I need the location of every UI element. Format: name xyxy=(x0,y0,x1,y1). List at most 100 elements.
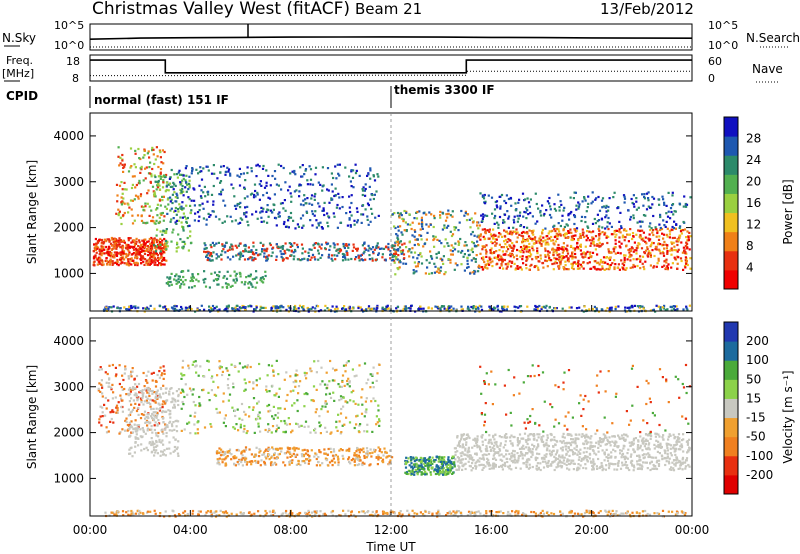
echo-cell xyxy=(116,306,119,310)
echo-cell xyxy=(290,200,293,203)
echo-cell xyxy=(214,278,217,281)
echo-cell xyxy=(583,197,586,200)
echo-cell xyxy=(663,240,666,243)
echo-cell xyxy=(515,228,518,231)
echo-cell xyxy=(264,256,268,259)
echo-cell xyxy=(112,391,115,394)
echo-cell xyxy=(117,214,120,217)
echo-cell xyxy=(229,246,232,249)
echo-cell xyxy=(539,239,542,242)
echo-cell xyxy=(625,267,628,270)
echo-cell xyxy=(181,184,184,188)
echo-cell xyxy=(272,246,275,249)
echo-cell xyxy=(254,257,257,260)
echo-cell xyxy=(484,202,487,205)
echo-cell xyxy=(415,217,419,220)
echo-cell xyxy=(403,242,406,245)
echo-cell xyxy=(146,192,149,195)
echo-cell xyxy=(573,222,576,226)
echo-cell xyxy=(190,209,193,212)
echo-cell xyxy=(376,242,379,245)
echo-cell xyxy=(371,212,374,215)
echo-cell xyxy=(368,254,371,257)
echo-cell xyxy=(160,259,164,263)
echo-cell xyxy=(182,190,185,193)
echo-cell xyxy=(553,243,556,246)
echo-cell xyxy=(303,405,306,408)
echo-cell xyxy=(116,407,119,410)
echo-cell xyxy=(118,212,121,215)
echo-cell xyxy=(175,305,178,308)
echo-cell xyxy=(666,267,669,270)
echo-cell xyxy=(550,216,553,219)
echo-cell xyxy=(319,256,322,259)
echo-cell xyxy=(347,246,350,249)
echo-cell xyxy=(182,226,185,229)
echo-cell xyxy=(323,201,326,204)
echo-cell xyxy=(314,307,317,310)
echo-cell xyxy=(296,374,299,377)
echo-cell xyxy=(460,305,463,308)
echo-cell xyxy=(358,463,361,466)
echo-cell xyxy=(304,202,307,205)
echo-cell xyxy=(685,241,688,244)
echo-cell xyxy=(679,257,683,260)
echo-cell xyxy=(179,238,182,241)
echo-cell xyxy=(236,202,239,206)
echo-cell xyxy=(577,205,581,208)
echo-cell xyxy=(151,399,154,402)
echo-cell xyxy=(412,269,415,272)
echo-cell xyxy=(562,249,566,252)
echo-cell xyxy=(163,305,166,308)
echo-cell xyxy=(666,235,669,238)
echo-cell xyxy=(267,209,270,212)
echo-cell xyxy=(339,432,342,435)
echo-cell xyxy=(576,267,579,270)
echo-cell xyxy=(417,254,420,257)
echo-cell xyxy=(372,251,375,254)
echo-cell xyxy=(210,172,214,175)
echo-cell xyxy=(157,243,160,247)
echo-cell xyxy=(595,197,598,200)
echo-cell xyxy=(342,242,345,246)
echo-cell xyxy=(499,233,502,236)
echo-cell xyxy=(317,359,320,363)
echo-cell xyxy=(364,400,367,403)
echo-cell xyxy=(145,379,148,382)
echo-cell xyxy=(671,203,675,206)
echo-cell xyxy=(143,149,146,152)
echo-cell xyxy=(388,462,391,466)
echo-cell xyxy=(305,452,308,455)
echo-cell xyxy=(164,246,167,249)
echo-cell xyxy=(612,233,615,236)
echo-cell xyxy=(609,256,612,259)
echo-cell xyxy=(647,191,650,194)
echo-cell xyxy=(246,461,249,464)
echo-cell xyxy=(449,230,452,233)
echo-cell xyxy=(239,206,242,209)
echo-cell xyxy=(397,249,400,252)
echo-cell xyxy=(453,228,456,231)
echo-cell xyxy=(684,256,687,259)
echo-cell xyxy=(314,242,317,245)
echo-cell xyxy=(335,305,338,308)
echo-cell xyxy=(508,232,511,235)
echo-cell xyxy=(279,305,282,308)
echo-cell xyxy=(134,166,137,169)
echo-cell xyxy=(160,212,163,215)
echo-cell xyxy=(191,273,194,276)
echo-cell xyxy=(106,260,109,263)
echo-cell xyxy=(621,236,624,239)
echo-cell xyxy=(369,373,372,376)
echo-cell xyxy=(320,226,323,229)
echo-cell xyxy=(492,308,495,311)
echo-cell xyxy=(157,175,160,178)
echo-cell xyxy=(376,372,379,375)
echo-cell xyxy=(598,209,602,212)
echo-cell xyxy=(99,252,102,255)
echo-cell xyxy=(300,243,304,246)
echo-cell xyxy=(297,392,300,395)
echo-cell xyxy=(280,304,283,307)
echo-cell xyxy=(448,306,451,309)
echo-cell xyxy=(348,217,351,220)
